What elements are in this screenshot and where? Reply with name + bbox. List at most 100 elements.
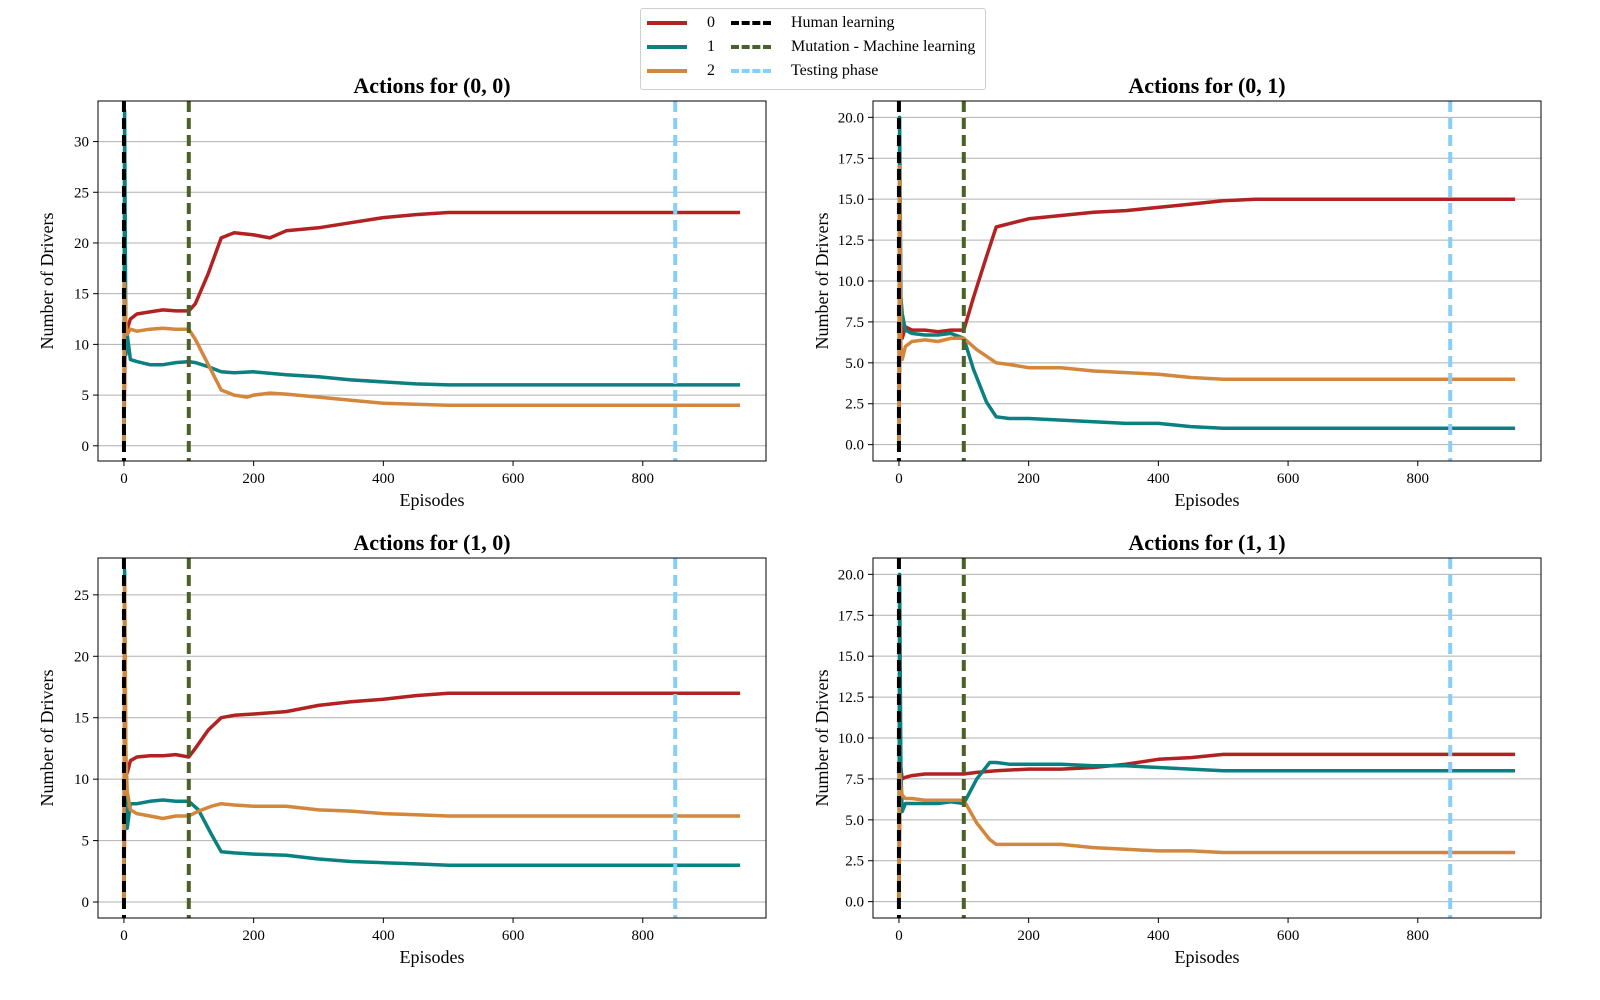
x-tick-label: 800 — [632, 471, 655, 487]
y-tick-label: 20.0 — [838, 110, 864, 126]
series-line-0 — [897, 197, 1516, 445]
x-tick-label: 200 — [1017, 928, 1040, 944]
x-tick-label: 0 — [895, 471, 903, 487]
y-tick-label: 12.5 — [838, 690, 864, 706]
y-tick-label: 0.0 — [845, 895, 864, 911]
legend-swatch-testing-phase — [731, 69, 771, 73]
x-tick-label: 800 — [1407, 471, 1430, 487]
y-tick-label: 30 — [74, 135, 89, 151]
legend-swatch-series-2 — [647, 69, 687, 73]
chart-title: Actions for (1, 1) — [1128, 530, 1285, 555]
y-tick-label: 5 — [82, 388, 90, 404]
legend-entry-machine-learning: Mutation - Machine learning — [731, 36, 975, 58]
legend-label-series-2: 2 — [707, 62, 715, 79]
y-tick-label: 15 — [74, 711, 89, 727]
series-line-2 — [122, 580, 741, 903]
legend-swatch-series-1 — [647, 45, 687, 49]
y-tick-label: 0 — [82, 439, 90, 455]
plot-area — [896, 558, 1516, 918]
y-tick-label: 10 — [74, 772, 89, 788]
y-tick-label: 12.5 — [838, 233, 864, 249]
y-axis-label: Number of Drivers — [812, 670, 832, 807]
x-tick-label: 400 — [1147, 471, 1170, 487]
y-axis-label: Number of Drivers — [37, 670, 57, 807]
y-tick-label: 10.0 — [838, 731, 864, 747]
x-tick-label: 200 — [242, 928, 265, 944]
y-tick-label: 2.5 — [845, 397, 864, 413]
series-line-0 — [122, 210, 741, 446]
axes-frame — [872, 100, 1542, 462]
legend-label-series-0: 0 — [707, 14, 715, 31]
legend-entry-human-learning: Human learning — [731, 12, 895, 34]
x-tick-label: 600 — [502, 928, 525, 944]
x-tick-label: 200 — [1017, 471, 1040, 487]
legend: 0 1 2 Human learning Mutation - Machine … — [640, 8, 986, 90]
legend-swatch-machine-learning — [731, 45, 771, 49]
legend-swatch-series-0 — [647, 21, 687, 25]
y-axis-label: Number of Drivers — [37, 213, 57, 350]
chart-title: Actions for (0, 0) — [353, 73, 510, 98]
x-axis-label: Episodes — [1175, 490, 1240, 510]
series-line-1 — [897, 572, 1516, 902]
legend-entry-series-2: 2 — [647, 60, 715, 82]
x-tick-label: 200 — [242, 471, 265, 487]
y-tick-label: 20 — [74, 236, 89, 252]
axes-frame — [97, 557, 767, 919]
series-line-1 — [122, 568, 741, 903]
x-tick-label: 800 — [632, 928, 655, 944]
x-tick-label: 0 — [120, 471, 128, 487]
chart-title: Actions for (1, 0) — [353, 530, 510, 555]
chart-panel-2: 0 5 10 15 20 25 0 200 400 600 800 Actions for (1, 0… — [37, 530, 767, 967]
x-axis-label: Episodes — [400, 490, 465, 510]
y-tick-label: 20.0 — [838, 567, 864, 583]
axes-frame — [97, 100, 767, 462]
series-line-2 — [897, 164, 1516, 445]
y-tick-label: 2.5 — [845, 854, 864, 870]
x-axis-label: Episodes — [1175, 947, 1240, 967]
series-line-0 — [122, 691, 741, 903]
legend-entry-testing-phase: Testing phase — [731, 60, 878, 82]
y-tick-label: 5.0 — [845, 813, 864, 829]
x-tick-label: 400 — [372, 928, 395, 944]
legend-swatch-human-learning — [731, 21, 771, 25]
y-tick-label: 0.0 — [845, 438, 864, 454]
series-line-1 — [897, 115, 1516, 445]
legend-label-testing-phase: Testing phase — [791, 62, 879, 79]
y-tick-label: 15 — [74, 287, 89, 303]
chart-title: Actions for (0, 1) — [1128, 73, 1285, 98]
plot-area — [896, 101, 1516, 461]
chart-panel-3: 0.0 2.5 5.0 7.5 10.0 12.5 15.0 17.5 20.0 0 200 400 6… — [812, 530, 1542, 967]
y-tick-label: 10.0 — [838, 274, 864, 290]
x-tick-label: 400 — [372, 471, 395, 487]
legend-label-human-learning: Human learning — [791, 14, 895, 31]
x-tick-label: 0 — [895, 928, 903, 944]
series-line-2 — [122, 281, 741, 446]
chart-panel-0: 0 5 10 15 20 25 30 0 200 400 600 800 Actions for (0,… — [37, 73, 767, 510]
plot-area — [121, 558, 741, 918]
y-tick-label: 5 — [82, 834, 90, 850]
y-tick-label: 25 — [74, 185, 89, 201]
y-tick-label: 17.5 — [838, 608, 864, 624]
series-line-2 — [897, 768, 1516, 902]
x-tick-label: 600 — [502, 471, 525, 487]
y-tick-label: 7.5 — [845, 315, 864, 331]
x-tick-label: 0 — [120, 928, 128, 944]
plot-area — [121, 101, 741, 461]
axes-frame — [872, 557, 1542, 919]
series-line-1 — [122, 109, 741, 446]
x-axis-label: Episodes — [400, 947, 465, 967]
legend-entry-series-0: 0 — [647, 12, 715, 34]
y-tick-label: 20 — [74, 649, 89, 665]
y-axis-label: Number of Drivers — [812, 213, 832, 350]
y-tick-label: 15.0 — [838, 649, 864, 665]
legend-label-series-1: 1 — [707, 38, 715, 55]
chart-panel-1: 0.0 2.5 5.0 7.5 10.0 12.5 15.0 17.5 20.0 0 200 400 6… — [812, 73, 1542, 510]
y-tick-label: 15.0 — [838, 192, 864, 208]
y-tick-label: 0 — [82, 895, 90, 911]
x-tick-label: 600 — [1277, 471, 1300, 487]
y-tick-label: 5.0 — [845, 356, 864, 372]
x-tick-label: 600 — [1277, 928, 1300, 944]
legend-entry-series-1: 1 — [647, 36, 715, 58]
y-tick-label: 10 — [74, 337, 89, 353]
